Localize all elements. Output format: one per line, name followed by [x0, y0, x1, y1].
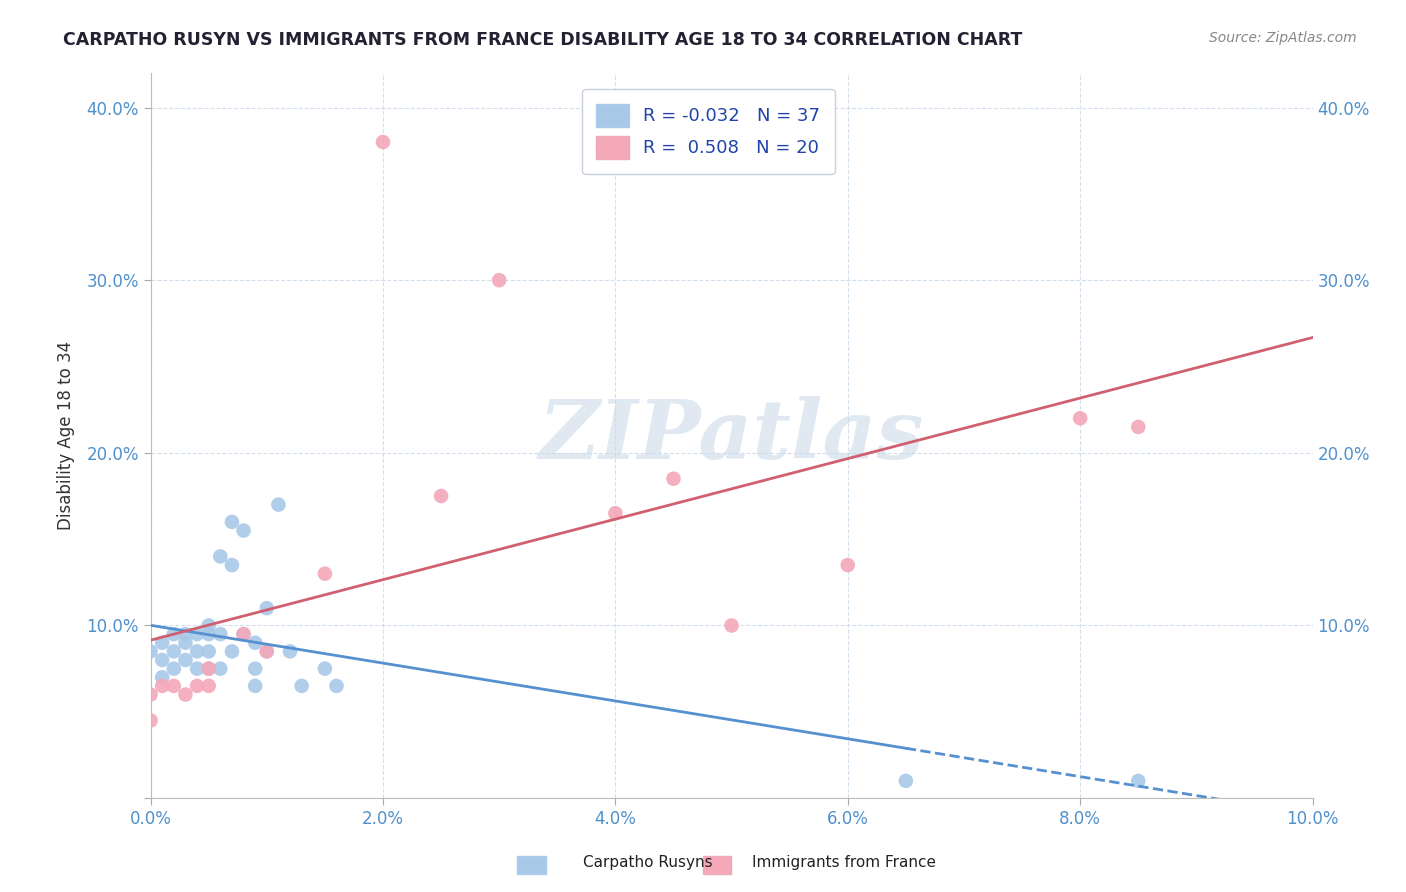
Point: [139, 714, 162, 728]
Point: [174, 627, 197, 641]
Point: [209, 662, 232, 676]
Point: [163, 627, 186, 641]
Point: [256, 601, 278, 615]
Point: [186, 662, 208, 676]
Point: [1128, 773, 1150, 788]
Text: Carpatho Rusyns: Carpatho Rusyns: [583, 855, 713, 870]
Point: [209, 627, 232, 641]
Point: [232, 524, 254, 538]
Text: Immigrants from France: Immigrants from France: [752, 855, 936, 870]
Text: CARPATHO RUSYN VS IMMIGRANTS FROM FRANCE DISABILITY AGE 18 TO 34 CORRELATION CHA: CARPATHO RUSYN VS IMMIGRANTS FROM FRANCE…: [63, 31, 1022, 49]
Point: [186, 644, 208, 658]
Point: [197, 662, 219, 676]
Point: [488, 273, 510, 287]
Point: [662, 472, 685, 486]
Point: [256, 644, 278, 658]
Point: [209, 549, 232, 564]
Point: [197, 679, 219, 693]
Point: [314, 566, 336, 581]
Point: [221, 644, 243, 658]
Point: [197, 618, 219, 632]
Point: [278, 644, 301, 658]
Point: [197, 627, 219, 641]
Text: ZIPatlas: ZIPatlas: [538, 395, 924, 475]
Point: [894, 773, 917, 788]
Point: [174, 636, 197, 650]
Y-axis label: Disability Age 18 to 34: Disability Age 18 to 34: [58, 341, 75, 530]
Point: [197, 644, 219, 658]
Point: [243, 636, 266, 650]
Point: [150, 679, 173, 693]
Point: [243, 679, 266, 693]
Point: [150, 653, 173, 667]
Legend: R = -0.032   N = 37, R =  0.508   N = 20: R = -0.032 N = 37, R = 0.508 N = 20: [582, 89, 835, 174]
Point: [174, 688, 197, 702]
Point: [139, 688, 162, 702]
Point: [267, 498, 290, 512]
Point: [150, 636, 173, 650]
Point: [150, 670, 173, 684]
Point: [243, 662, 266, 676]
Point: [221, 515, 243, 529]
Point: [291, 679, 314, 693]
Point: [1128, 420, 1150, 434]
Point: [163, 662, 186, 676]
Point: [605, 506, 627, 520]
Point: [837, 558, 859, 572]
Point: [163, 679, 186, 693]
Point: [1069, 411, 1091, 425]
Point: [197, 662, 219, 676]
Point: [163, 644, 186, 658]
Point: [174, 653, 197, 667]
Point: [314, 662, 336, 676]
Point: [232, 627, 254, 641]
Point: [325, 679, 347, 693]
Point: [186, 679, 208, 693]
Point: [720, 618, 742, 632]
Point: [186, 627, 208, 641]
Point: [221, 558, 243, 572]
Point: [256, 644, 278, 658]
Point: [371, 135, 394, 149]
Point: [430, 489, 453, 503]
Point: [232, 627, 254, 641]
Point: [139, 644, 162, 658]
Text: Source: ZipAtlas.com: Source: ZipAtlas.com: [1209, 31, 1357, 45]
